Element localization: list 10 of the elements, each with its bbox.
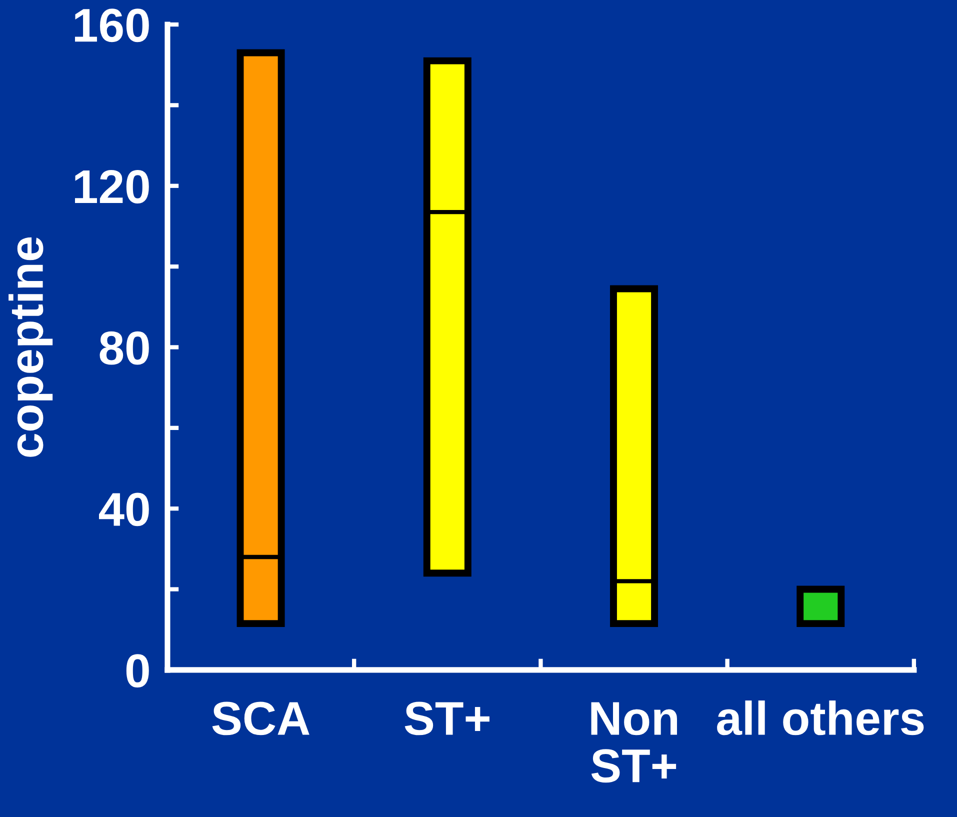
x-tick-label: all others <box>717 700 924 736</box>
y-tick-label: 80 <box>100 331 149 365</box>
y-tick-label: 120 <box>75 170 149 204</box>
x-tick-label: SCA <box>212 702 310 736</box>
x-tick-label: ST+ <box>404 702 490 736</box>
x-tick-label: Non ST+ <box>591 702 677 783</box>
y-axis-title: copeptine <box>8 237 53 457</box>
y-tick-label: 40 <box>99 492 149 526</box>
y-tick-label: 0 <box>126 654 149 688</box>
y-tick-label: 160 <box>75 8 149 42</box>
